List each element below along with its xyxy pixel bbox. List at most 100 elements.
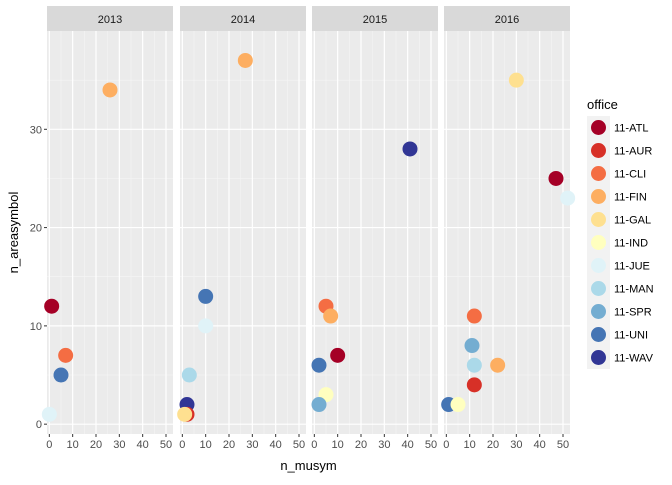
data-point-11-uni (311, 357, 327, 373)
legend-item-11-spr: 11-SPR (587, 300, 652, 323)
data-point-11-uni (198, 288, 214, 304)
legend-label: 11-FIN (614, 192, 647, 204)
x-tick-label: 10 (464, 439, 476, 451)
legend-swatch (591, 327, 606, 342)
x-tick-label: 20 (223, 439, 235, 451)
facet-strip-label: 2016 (495, 14, 519, 26)
panel-background (444, 31, 570, 434)
legend-swatch (591, 281, 606, 296)
legend-label: 11-WAV (614, 353, 654, 365)
facet-panels: 2013 2014 2015 2016 (41, 6, 576, 434)
data-point-11-cli (466, 308, 482, 324)
facet-strip-label: 2013 (98, 14, 122, 26)
facet-strip (47, 6, 173, 31)
x-axes: 0 10 20 30 40 50 0 10 20 30 40 50 0 10 20 30 40 50 0 10 20 30… (46, 434, 569, 451)
legend-swatch (591, 212, 606, 227)
legend-item-11-fin: 11-FIN (587, 185, 647, 208)
data-point-11-man (181, 367, 197, 383)
legend-label: 11-AUR (614, 146, 652, 158)
data-point-11-cli (58, 347, 74, 363)
data-point-11-jue (41, 406, 57, 422)
legend-swatch (591, 235, 606, 250)
legend-swatch (591, 189, 606, 204)
legend: office 11-ATL11-AUR11-CLI11-FIN11-GAL11-… (587, 97, 654, 369)
legend-item-11-man: 11-MAN (587, 277, 654, 300)
legend-item-11-aur: 11-AUR (587, 139, 652, 162)
data-point-11-aur (466, 377, 482, 393)
y-tick-label: 30 (30, 124, 42, 136)
x-tick-label: 30 (246, 439, 258, 451)
x-tick-label: 30 (510, 439, 522, 451)
legend-item-11-gal: 11-GAL (587, 208, 651, 231)
legend-label: 11-CLI (614, 169, 646, 181)
legend-swatch (591, 120, 606, 135)
data-point-11-gal (177, 406, 193, 422)
data-point-11-gal (508, 72, 524, 88)
legend-swatch (591, 143, 606, 158)
legend-label: 11-SPR (614, 307, 652, 319)
data-point-11-uni (53, 367, 69, 383)
facet-panel-2015: 2015 (311, 6, 438, 434)
x-tick-label: 30 (113, 439, 125, 451)
y-tick-label: 0 (36, 419, 42, 431)
y-axis: 0 10 20 30 (30, 124, 47, 431)
x-tick-label: 0 (46, 439, 52, 451)
x-tick-label: 40 (270, 439, 282, 451)
legend-item-11-wav: 11-WAV (587, 346, 654, 369)
legend-swatch (591, 166, 606, 181)
legend-label: 11-IND (614, 238, 648, 250)
legend-label: 11-JUE (614, 261, 650, 273)
x-tick-label: 10 (332, 439, 344, 451)
facet-strip-label: 2014 (231, 14, 255, 26)
legend-swatch (591, 258, 606, 273)
data-point-11-spr (311, 397, 327, 413)
x-tick-label: 0 (443, 439, 449, 451)
x-tick-label: 50 (293, 439, 305, 451)
data-point-11-spr (464, 338, 480, 354)
data-point-11-wav (402, 141, 418, 157)
data-point-11-atl (44, 298, 60, 314)
data-point-11-fin (237, 52, 253, 68)
data-point-11-man (466, 357, 482, 373)
legend-item-11-jue: 11-JUE (587, 254, 650, 277)
data-point-11-jue (198, 318, 214, 334)
x-tick-label: 10 (67, 439, 79, 451)
x-axis-title: n_musym (280, 458, 336, 473)
panel-background (180, 31, 306, 434)
y-tick-label: 20 (30, 223, 42, 235)
x-tick-label: 40 (534, 439, 546, 451)
panel-background (312, 31, 438, 434)
legend-title: office (587, 97, 618, 112)
data-point-11-ind (450, 397, 466, 413)
x-tick-label: 50 (160, 439, 172, 451)
legend-label: 11-UNI (614, 330, 648, 342)
x-tick-label: 20 (90, 439, 102, 451)
legend-swatch (591, 350, 606, 365)
x-tick-label: 20 (355, 439, 367, 451)
legend-items: 11-ATL 11-AUR 11-CLI 11-FIN 11-GAL 11-IND 11-J… (587, 116, 654, 369)
data-point-11-jue (560, 190, 576, 206)
legend-label: 11-ATL (614, 123, 648, 135)
legend-item-11-uni: 11-UNI (587, 323, 648, 346)
data-point-11-fin (102, 82, 118, 98)
x-tick-label: 20 (487, 439, 499, 451)
x-tick-label: 0 (311, 439, 317, 451)
legend-item-11-atl: 11-ATL (587, 116, 648, 139)
x-tick-label: 0 (179, 439, 185, 451)
facet-panel-2013: 2013 (41, 6, 173, 434)
panel-background (47, 31, 173, 434)
data-point-11-fin (323, 308, 339, 324)
x-tick-label: 50 (425, 439, 437, 451)
facet-panel-2016: 2016 (441, 6, 576, 434)
facet-strip (444, 6, 570, 31)
y-tick-label: 10 (30, 321, 42, 333)
data-point-11-fin (490, 357, 506, 373)
data-point-11-atl (330, 347, 346, 363)
legend-label: 11-MAN (614, 284, 654, 296)
y-axis-title: n_areasymbol (6, 192, 21, 274)
x-tick-label: 10 (200, 439, 212, 451)
data-point-11-atl (548, 170, 564, 186)
x-tick-label: 40 (402, 439, 414, 451)
legend-item-11-ind: 11-IND (587, 231, 648, 254)
